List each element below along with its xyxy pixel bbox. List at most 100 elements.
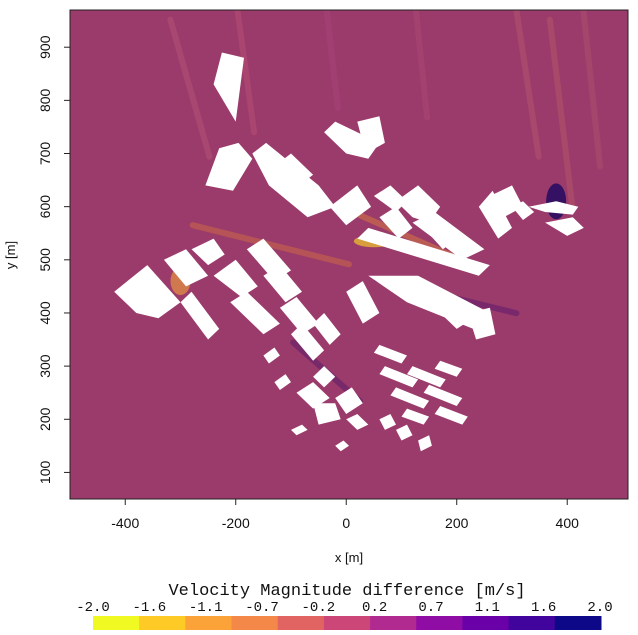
building-footprint	[346, 281, 380, 324]
wake-streak	[189, 222, 352, 268]
x-axis: -400 -200 0 200 400	[111, 499, 579, 531]
building-footprint	[407, 366, 446, 388]
colorbar-swatch	[554, 616, 602, 630]
colorbar-swatch	[508, 616, 556, 630]
colorbar-swatch	[93, 616, 140, 630]
building-footprint	[329, 185, 372, 226]
building-footprint	[478, 190, 512, 239]
colorbar-swatch	[231, 616, 279, 630]
y-axis-label: y [m]	[3, 241, 18, 269]
colorbar-tick-label: 1.6	[531, 600, 556, 616]
building-footprint	[357, 227, 490, 276]
building-footprint	[205, 142, 253, 191]
wake-streak	[513, 10, 542, 160]
building-footprint	[313, 313, 341, 345]
building-footprint	[379, 414, 396, 430]
colorbar-tick-label: -0.2	[302, 600, 336, 616]
building-footprint	[434, 406, 468, 425]
building-footprint	[163, 249, 209, 287]
x-tick-label: -400	[111, 515, 139, 531]
x-tick-label: 200	[445, 515, 469, 531]
y-tick-label: 900	[37, 35, 53, 59]
building-footprint	[379, 366, 419, 388]
y-tick-label: 200	[37, 407, 53, 431]
building-footprint	[418, 435, 432, 452]
plot-frame	[69, 9, 629, 500]
y-tick-label: 700	[37, 142, 53, 166]
wake-streak	[234, 10, 258, 136]
colorbar-tick-label: -2.0	[76, 600, 110, 616]
building-footprint	[313, 403, 341, 425]
building-footprint	[279, 297, 319, 335]
colorbar-swatch	[416, 616, 463, 630]
colorbar-swatch	[277, 616, 325, 630]
building-footprint	[423, 217, 457, 250]
x-tick-label: 400	[556, 515, 580, 531]
y-axis: 100 200 300 400 500 600 700 800 900	[37, 35, 70, 484]
building-footprint	[401, 408, 430, 425]
building-footprint	[429, 291, 474, 329]
wake-streak	[323, 10, 341, 111]
building-footprint	[390, 387, 430, 409]
building-footprint	[396, 185, 441, 223]
wake-streak	[167, 16, 213, 160]
building-footprint	[296, 382, 330, 409]
colorbar-tick-label: 0.2	[362, 600, 387, 616]
building-footprint	[357, 116, 385, 154]
y-tick-label: 100	[37, 461, 53, 485]
building-footprint	[263, 347, 280, 364]
building-footprint	[180, 291, 220, 340]
wake-streak	[546, 16, 576, 209]
y-tick-label: 500	[37, 248, 53, 272]
y-tick-label: 600	[37, 195, 53, 219]
building-footprint	[396, 424, 413, 441]
colorbar-swatch	[323, 616, 371, 630]
building-footprint	[512, 201, 535, 220]
colorbar-tick-label: -0.7	[245, 600, 279, 616]
plot-area	[70, 10, 628, 499]
colorbar-tick-label: -1.1	[189, 600, 223, 616]
field-background	[70, 10, 628, 499]
y-tick-label: 300	[37, 354, 53, 378]
x-tick-label: -200	[222, 515, 250, 531]
wake-streak	[412, 10, 431, 121]
building-footprint	[346, 414, 369, 430]
building-footprint	[213, 52, 244, 122]
colorbar-swatch	[462, 616, 510, 630]
building-footprint	[373, 344, 407, 364]
colorbar-tick-label: -1.6	[133, 600, 167, 616]
building-footprint	[467, 307, 496, 340]
x-axis-label: x [m]	[335, 550, 363, 565]
building-footprint	[335, 440, 349, 452]
building-footprints	[114, 52, 584, 452]
building-footprint	[423, 384, 463, 406]
colorbar-swatch	[185, 616, 233, 630]
building-footprint	[434, 360, 463, 377]
colorbar-title: Velocity Magnitude difference [m/s]	[168, 582, 525, 601]
building-footprint	[373, 185, 407, 212]
building-footprint	[545, 217, 584, 236]
y-tick-label: 800	[37, 88, 53, 112]
colorbar-swatch	[139, 616, 186, 630]
wake-streak	[580, 10, 604, 170]
building-footprint	[335, 387, 363, 414]
building-footprint	[313, 366, 336, 388]
building-footprint	[291, 323, 325, 361]
building-footprint	[191, 238, 225, 266]
colorbar-tick-label: 2.0	[587, 600, 612, 616]
building-footprint	[291, 424, 308, 436]
building-footprint	[230, 291, 280, 335]
x-tick-label: 0	[342, 515, 350, 531]
building-footprint	[528, 201, 579, 215]
colorbar-tick-label: 1.1	[475, 600, 500, 616]
building-footprint	[263, 265, 302, 303]
building-footprint	[252, 142, 336, 218]
colorbar-swatches	[93, 616, 602, 630]
colorbar-tick-labels: -2.0 -1.6 -1.1 -0.7 -0.2 0.2 0.7 1.1 1.6 2.0	[76, 600, 612, 616]
y-tick-label: 400	[37, 301, 53, 325]
building-footprint	[274, 374, 291, 390]
colorbar: Velocity Magnitude difference [m/s] -2.0…	[76, 582, 613, 630]
building-footprint	[379, 206, 413, 239]
colorbar-swatch	[370, 616, 417, 630]
